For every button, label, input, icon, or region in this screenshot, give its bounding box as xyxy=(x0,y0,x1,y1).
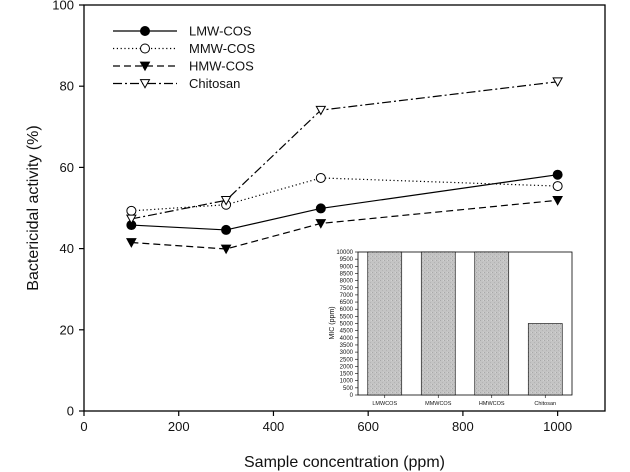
legend-marker xyxy=(139,61,151,72)
y-axis-label: Bactericidal activity (%) xyxy=(25,125,42,290)
axis-ticks xyxy=(79,4,559,416)
y-tick-label: 100 xyxy=(52,0,74,13)
x-tick-label: 600 xyxy=(357,419,379,434)
legend-label: Chitosan xyxy=(189,76,240,91)
inset-y-tick-label: 5000 xyxy=(340,322,354,328)
data-point-mmw-cos xyxy=(126,205,137,216)
inset-category-label: MMWCOS xyxy=(425,401,452,407)
data-point-lmw-cos xyxy=(315,203,326,214)
legend-item-lmw-cos: LMW-COS xyxy=(113,24,252,39)
inset-y-tick-label: 1000 xyxy=(340,379,354,385)
inset-y-tick-label: 0 xyxy=(350,393,354,399)
series-chitosan xyxy=(126,77,563,225)
data-point-chitosan xyxy=(220,195,232,206)
y-tick-label: 20 xyxy=(60,322,74,337)
legend-item-chitosan: Chitosan xyxy=(113,76,240,91)
inset-y-tick-label: 9500 xyxy=(340,257,354,263)
x-tick-label: 200 xyxy=(168,419,190,434)
series-line-hmw-cos xyxy=(131,199,558,250)
data-point-hmw-cos xyxy=(220,244,232,255)
series-layer xyxy=(126,77,563,255)
series-line-chitosan xyxy=(131,81,558,220)
inset-bar xyxy=(527,323,563,396)
inset-y-tick-label: 500 xyxy=(343,386,354,392)
inset-y-tick-label: 4500 xyxy=(340,329,354,335)
x-tick-label: 800 xyxy=(452,419,474,434)
x-axis-label: Sample concentration (ppm) xyxy=(244,454,445,471)
plot-frame xyxy=(83,4,606,412)
inset-y-tick-label: 10000 xyxy=(336,250,353,256)
series-lmw-cos xyxy=(126,169,563,235)
series-mmw-cos xyxy=(126,172,563,216)
inset-y-tick-label: 7000 xyxy=(340,293,354,299)
inset-y-tick-label: 8000 xyxy=(340,279,354,285)
inset-y-tick-label: 1500 xyxy=(340,372,354,378)
x-tick-label: 1000 xyxy=(543,419,572,434)
legend-label: LMW-COS xyxy=(189,24,252,39)
inset-y-tick-label: 2500 xyxy=(340,357,354,363)
legend-marker xyxy=(139,79,151,89)
inset-y-tick-label: 3500 xyxy=(340,343,354,349)
inset-y-tick-label: 2000 xyxy=(340,364,354,370)
inset-y-tick-label: 6500 xyxy=(340,300,354,306)
legend-marker xyxy=(140,43,150,54)
inset-y-tick-label: 7500 xyxy=(340,286,354,292)
legend-label: HMW-COS xyxy=(189,59,254,74)
inset-bar xyxy=(367,251,403,396)
inset-category-label: Chitosan xyxy=(534,401,556,407)
legend-marker xyxy=(140,26,150,36)
inset-y-tick-label: 4000 xyxy=(340,336,354,342)
data-point-lmw-cos xyxy=(552,169,563,180)
data-point-chitosan xyxy=(552,77,563,88)
y-tick-label: 40 xyxy=(60,241,74,256)
data-point-hmw-cos xyxy=(315,219,327,229)
series-line-lmw-cos xyxy=(131,174,558,231)
legend-item-hmw-cos: HMW-COS xyxy=(113,59,254,74)
data-point-mmw-cos xyxy=(552,181,563,192)
series-line-mmw-cos xyxy=(131,177,558,212)
data-point-mmw-cos xyxy=(315,172,326,183)
inset-category-label: LMWCOS xyxy=(372,401,397,407)
inset-bars xyxy=(367,251,563,396)
inset-category-label: HMWCOS xyxy=(479,401,505,407)
legend-label: MMW-COS xyxy=(189,41,256,56)
inset-category-labels: LMWCOS MMWCOS HMWCOS Chitosan xyxy=(372,401,556,407)
data-point-chitosan xyxy=(315,105,327,116)
series-hmw-cos xyxy=(126,195,563,255)
data-point-chitosan xyxy=(126,214,137,225)
data-point-lmw-cos xyxy=(221,224,232,235)
inset-y-axis-label: MIC (ppm) xyxy=(329,306,336,339)
inset-bar xyxy=(420,251,456,396)
x-tick-label: 0 xyxy=(80,419,87,434)
inset-bar xyxy=(474,251,510,396)
data-point-hmw-cos xyxy=(126,238,137,248)
y-tick-label: 80 xyxy=(60,79,74,94)
inset-y-tick-label: 3000 xyxy=(340,350,354,356)
y-tick-label: 0 xyxy=(67,404,74,419)
inset-y-tick-label: 5500 xyxy=(340,314,354,320)
data-point-hmw-cos xyxy=(552,195,563,206)
y-tick-label: 60 xyxy=(60,160,74,175)
legend: LMW-COS MMW-COS HMW-COS Chitosan xyxy=(113,24,256,91)
x-tick-label: 400 xyxy=(263,419,285,434)
inset-y-tick-label: 8500 xyxy=(340,271,354,277)
inset-y-tick-label: 9000 xyxy=(340,264,354,270)
legend-item-mmw-cos: MMW-COS xyxy=(113,41,256,56)
inset-y-tick-label: 6000 xyxy=(340,307,354,313)
